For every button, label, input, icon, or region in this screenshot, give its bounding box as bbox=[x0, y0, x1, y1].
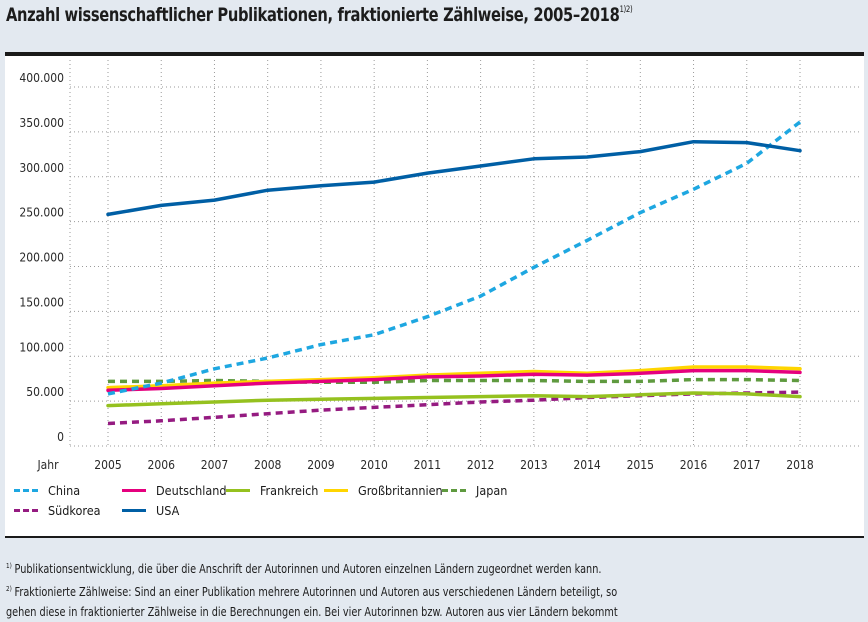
legend-label: Deutschland bbox=[156, 483, 227, 498]
y-tick-label: 300.000 bbox=[19, 161, 64, 175]
legend-label: Südkorea bbox=[48, 503, 101, 518]
grid bbox=[69, 60, 862, 448]
legend-swatch bbox=[122, 489, 146, 492]
y-axis-ticks: 0 50.000 100.000 150.000 200.000 250.000 300.0… bbox=[19, 71, 64, 444]
legend-swatch bbox=[324, 489, 348, 492]
series-line-frankreich bbox=[106, 391, 802, 408]
series-lines bbox=[106, 120, 802, 426]
x-tick-label: 2006 bbox=[147, 458, 175, 472]
x-axis-ticks: 2005 2006 2007 2008 2009 2010 2011 2012 2013 2014… bbox=[36, 458, 813, 472]
legend-swatch bbox=[14, 509, 38, 512]
x-tick-label: 2018 bbox=[786, 458, 814, 472]
legend-item: China bbox=[14, 483, 80, 498]
y-tick-label: 0 bbox=[57, 430, 64, 444]
y-tick-label: 400.000 bbox=[19, 71, 64, 85]
top-rule bbox=[5, 52, 864, 56]
legend-item: Japan bbox=[442, 483, 507, 498]
x-tick-label: 2005 bbox=[94, 458, 121, 472]
legend-swatch bbox=[122, 509, 146, 512]
bottom-rule bbox=[5, 536, 864, 538]
x-tick-label: 2015 bbox=[627, 458, 654, 472]
legend-item: Südkorea bbox=[14, 503, 101, 518]
x-tick-label: 2011 bbox=[414, 458, 441, 472]
series-line-usa bbox=[106, 139, 802, 217]
legend-item: USA bbox=[122, 503, 179, 518]
legend-label: China bbox=[48, 483, 81, 498]
legend-item: Frankreich bbox=[226, 483, 318, 498]
footnote-2: 2) Fraktionierte Zählweise: Sind an einer… bbox=[6, 579, 776, 602]
series-line-deutschland bbox=[106, 368, 802, 393]
x-tick-label: 2007 bbox=[201, 458, 228, 472]
footnote-2-mark: 2) bbox=[6, 585, 12, 593]
footnote-2-text: Fraktionierte Zählweise: Sind an einer P… bbox=[14, 585, 618, 599]
chart-title: Anzahl wissenschaftlicher Publikationen,… bbox=[6, 4, 633, 26]
chart-title-text: Anzahl wissenschaftlicher Publikationen,… bbox=[6, 4, 620, 26]
legend-item: Deutschland bbox=[122, 483, 227, 498]
y-tick-label: 350.000 bbox=[19, 116, 64, 130]
footnote-1-mark: 1) bbox=[6, 562, 12, 570]
chart-panel bbox=[5, 52, 864, 536]
series-line-japan bbox=[108, 377, 801, 385]
legend-swatch bbox=[442, 489, 466, 492]
footnote-1: 1) Publikationsentwicklung, die über die … bbox=[6, 556, 776, 579]
x-tick-label: 2014 bbox=[573, 458, 601, 472]
y-tick-label: 250.000 bbox=[19, 206, 64, 220]
series-line-china bbox=[107, 120, 802, 396]
legend-swatch bbox=[226, 489, 250, 492]
footnote-2-continued: gehen diese in fraktionierter Zählweise … bbox=[6, 602, 776, 622]
legend-item: Großbritannien bbox=[324, 483, 443, 498]
x-tick-label: 2012 bbox=[467, 458, 494, 472]
y-tick-label: 50.000 bbox=[26, 385, 64, 399]
x-tick-label: 2016 bbox=[680, 458, 708, 472]
y-tick-label: 200.000 bbox=[19, 251, 64, 265]
legend-label: Frankreich bbox=[260, 483, 319, 498]
legend-label: Japan bbox=[476, 483, 508, 498]
legend-label: USA bbox=[156, 503, 180, 518]
x-tick-label: 2013 bbox=[520, 458, 547, 472]
x-tick-label: 2017 bbox=[733, 458, 760, 472]
x-tick-label: 2010 bbox=[360, 458, 388, 472]
x-tick-label: 2008 bbox=[254, 458, 282, 472]
series-line-großbritannien bbox=[106, 365, 802, 390]
x-tick-label: 2009 bbox=[307, 458, 335, 472]
footnotes: 1) Publikationsentwicklung, die über die … bbox=[6, 556, 862, 622]
x-axis-label: Jahr bbox=[36, 458, 59, 472]
chart-title-footnote-marks: 1)2) bbox=[619, 5, 633, 15]
footnote-1-text: Publikationsentwicklung, die über die An… bbox=[14, 562, 602, 576]
legend-swatch bbox=[14, 489, 38, 492]
footnote-2-continued-text: gehen diese in fraktionierter Zählweise … bbox=[6, 605, 618, 619]
y-tick-label: 150.000 bbox=[19, 295, 64, 309]
legend-label: Großbritannien bbox=[358, 483, 443, 498]
y-tick-label: 100.000 bbox=[19, 340, 64, 354]
